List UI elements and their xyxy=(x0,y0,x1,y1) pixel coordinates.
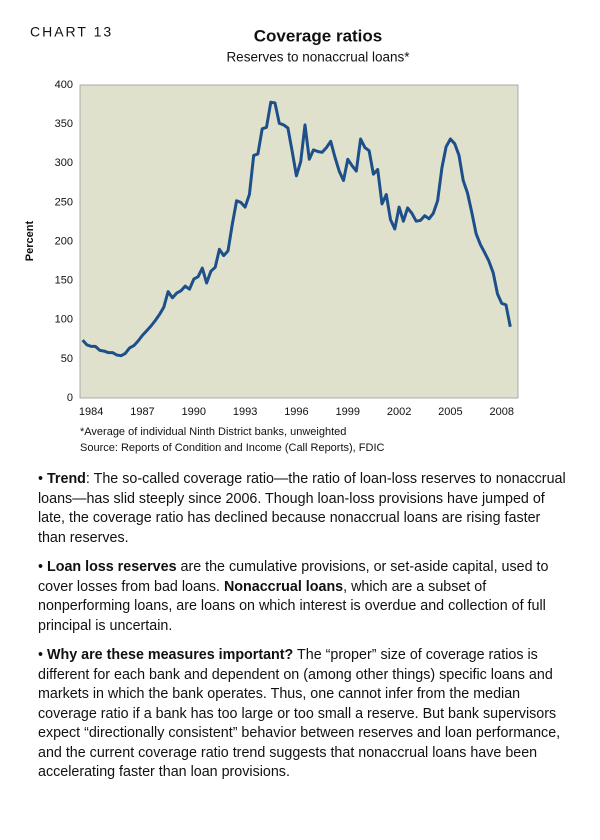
y-tick-label: 0 xyxy=(67,392,73,404)
body-text: • Trend: The so-called coverage ratio—th… xyxy=(38,470,570,793)
y-tick-label: 50 xyxy=(61,353,73,365)
bold-text: Nonaccrual loans xyxy=(223,578,344,595)
chart: CHART 13 Coverage ratios Reserves to non… xyxy=(24,24,519,454)
paragraph: • Loan loss reserves are the cumulative … xyxy=(38,558,570,636)
note: Source: Reports of Condition and Income … xyxy=(80,442,385,454)
text: • xyxy=(38,647,47,663)
text: The “proper” size of coverage ratios is … xyxy=(38,647,561,780)
chart-subtitle: Reserves to nonaccrual loans* xyxy=(226,50,410,65)
y-tick-label: 300 xyxy=(55,157,73,169)
x-tick-label: 2008 xyxy=(490,406,514,418)
y-tick-label: 100 xyxy=(55,314,73,326)
bold-text: Trend xyxy=(46,471,86,487)
text: • xyxy=(38,471,47,487)
text: : The so-called coverage ratio—the ratio… xyxy=(38,471,566,546)
x-tick-label: 2002 xyxy=(387,406,411,418)
plot-area xyxy=(79,84,519,399)
x-tick-label: 2005 xyxy=(438,406,462,418)
x-tick-label: 1984 xyxy=(79,406,103,418)
y-tick-label: 200 xyxy=(55,235,73,247)
x-tick-label: 1999 xyxy=(336,406,360,418)
y-tick-label: 350 xyxy=(55,118,73,130)
x-tick-label: 1993 xyxy=(233,406,257,418)
paragraph: • Why are these measures important? The … xyxy=(38,646,570,783)
chart-title: Coverage ratios xyxy=(254,26,383,45)
paragraph: • Trend: The so-called coverage ratio—th… xyxy=(38,470,570,548)
note: *Average of individual Ninth District ba… xyxy=(80,426,346,438)
chart-label: CHART 13 xyxy=(30,24,113,40)
y-axis-label: Percent xyxy=(24,220,36,261)
y-tick-label: 250 xyxy=(55,196,73,208)
x-tick-label: 1987 xyxy=(130,406,154,418)
data-line xyxy=(81,100,512,358)
y-tick-label: 400 xyxy=(55,79,73,91)
bold-text: Why are these measures important? xyxy=(46,647,294,663)
y-tick-label: 150 xyxy=(55,275,73,287)
text: • xyxy=(38,559,47,575)
x-tick-label: 1996 xyxy=(284,406,308,418)
bold-text: Loan loss reserves xyxy=(46,559,177,575)
text: are the cumulative provisions, or set-as… xyxy=(38,559,549,595)
x-tick-label: 1990 xyxy=(182,406,206,418)
text: , which are a subset of nonperforming lo… xyxy=(38,578,546,634)
